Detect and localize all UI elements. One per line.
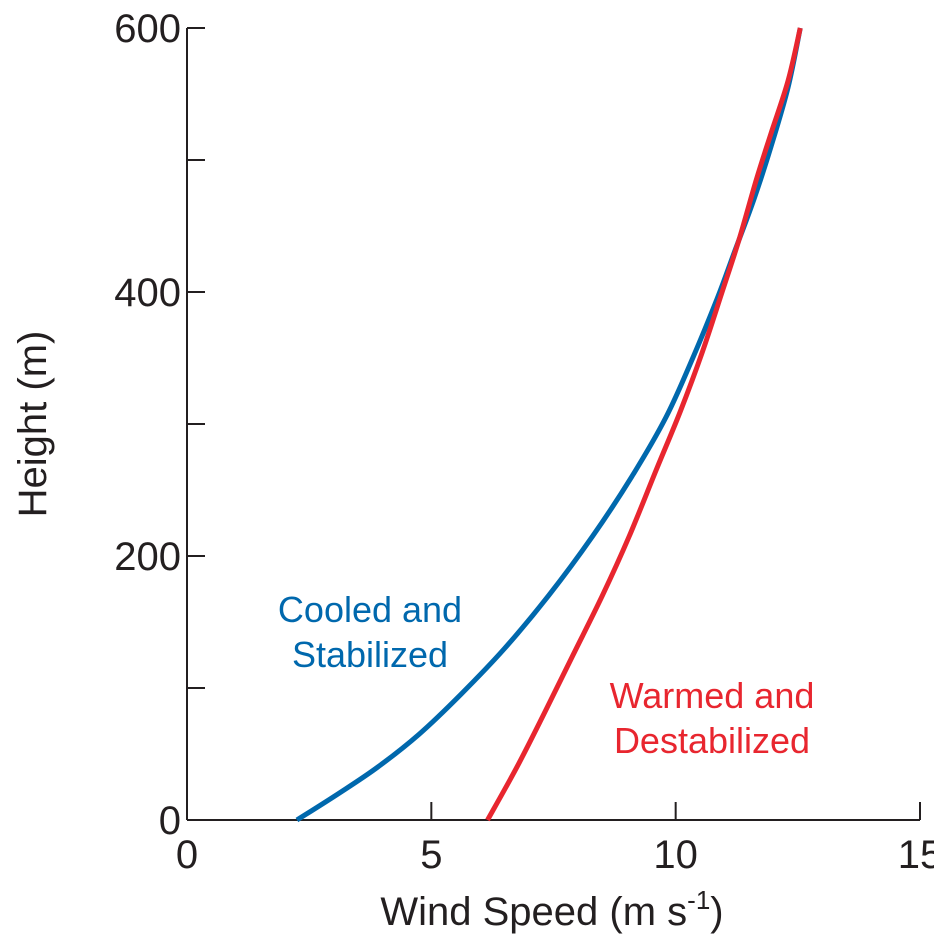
axes: [186, 27, 921, 821]
x-axis-title: Wind Speed (m s-1): [380, 885, 723, 934]
x-tick-label: 0: [176, 833, 198, 877]
x-tick-label: 10: [653, 833, 698, 877]
y-tick-label: 200: [114, 535, 181, 579]
annotation-warmed-destabilized: Destabilized: [614, 720, 810, 761]
y-tick-label: 0: [159, 799, 181, 843]
annotation-warmed-destabilized: Warmed and: [610, 675, 815, 716]
y-tick-label: 400: [114, 271, 181, 315]
labels-layer: 0 5 10 15 0 200 400 600 Wind Speed (m s-1) Height…: [11, 7, 934, 934]
series-line-cooled-stabilized: [295, 27, 803, 823]
annotation-cooled-stabilized: Stabilized: [292, 634, 448, 675]
series-line-warmed-destabilized: [485, 27, 803, 822]
x-tick-label: 15: [898, 833, 934, 877]
x-tick-label: 5: [420, 833, 442, 877]
y-tick-label: 600: [114, 7, 181, 51]
annotation-cooled-stabilized: Cooled and: [278, 589, 462, 630]
y-axis-title: Height (m): [11, 331, 55, 518]
series-layer: [295, 27, 803, 823]
